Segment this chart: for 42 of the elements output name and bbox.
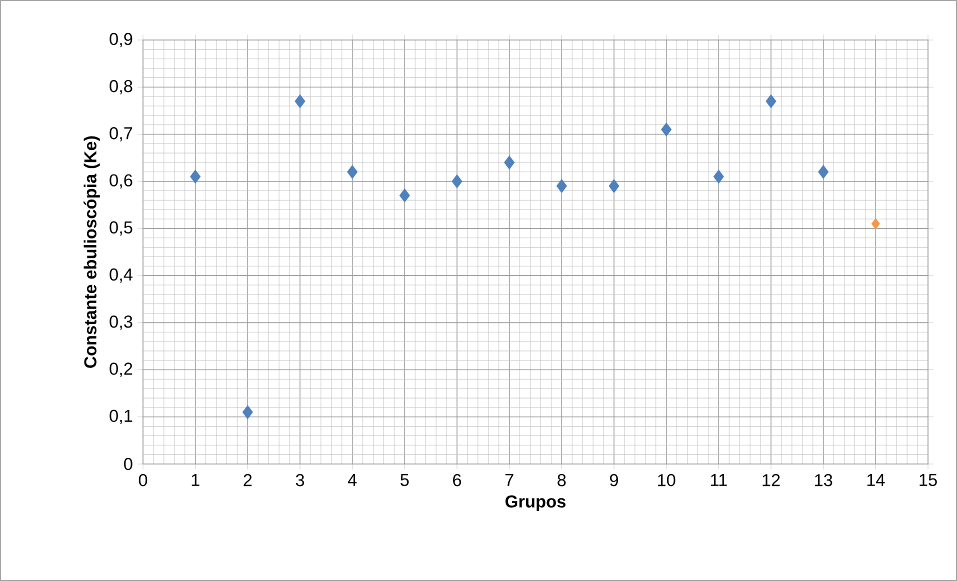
y-tick-label: 0,9 <box>110 32 132 48</box>
y-tick-label: 0,4 <box>110 268 132 283</box>
y-axis-title: Constante ebulioscópia (Ke) <box>84 136 100 368</box>
x-tick-label: 13 <box>815 474 832 486</box>
y-tick-label: 0,2 <box>110 362 132 377</box>
point <box>713 170 724 184</box>
point <box>452 174 462 188</box>
point <box>818 165 829 179</box>
point <box>190 170 201 184</box>
x-tick-label: 7 <box>505 474 514 486</box>
y-tick-label: 0 <box>124 458 132 470</box>
x-tick-label: 3 <box>296 474 304 486</box>
y-tick-label: 0,5 <box>110 221 132 236</box>
x-tick-label: 4 <box>348 474 357 486</box>
point <box>608 179 620 193</box>
y-tick-label: 0,8 <box>110 80 132 94</box>
x-tick-label: 8 <box>558 474 566 486</box>
x-tick-label: 5 <box>400 474 409 486</box>
point <box>504 156 515 170</box>
y-tick-label: 0,7 <box>110 127 132 142</box>
y-tick-label: 0,3 <box>110 316 132 330</box>
point <box>871 218 880 230</box>
x-tick-label: 14 <box>867 474 885 486</box>
x-tick-label: 12 <box>762 474 780 486</box>
point <box>294 94 306 108</box>
x-tick-label: 11 <box>711 474 727 486</box>
point <box>399 188 410 202</box>
y-tick-label: 0,1 <box>110 410 132 424</box>
x-tick-label: 0 <box>138 474 148 486</box>
point <box>556 179 567 193</box>
x-tick-label: 1 <box>192 474 200 486</box>
x-tick-label: 2 <box>244 474 252 486</box>
x-tick-label: 10 <box>658 474 676 486</box>
point <box>242 405 253 420</box>
point <box>347 165 358 179</box>
point <box>766 94 776 108</box>
point <box>661 122 672 136</box>
x-axis-title: Grupos <box>506 495 566 511</box>
y-tick-label: 0,6 <box>110 174 132 188</box>
x-tick-label: 15 <box>920 474 937 486</box>
x-tick-label: 6 <box>453 474 462 486</box>
x-tick-label: 9 <box>610 474 618 486</box>
